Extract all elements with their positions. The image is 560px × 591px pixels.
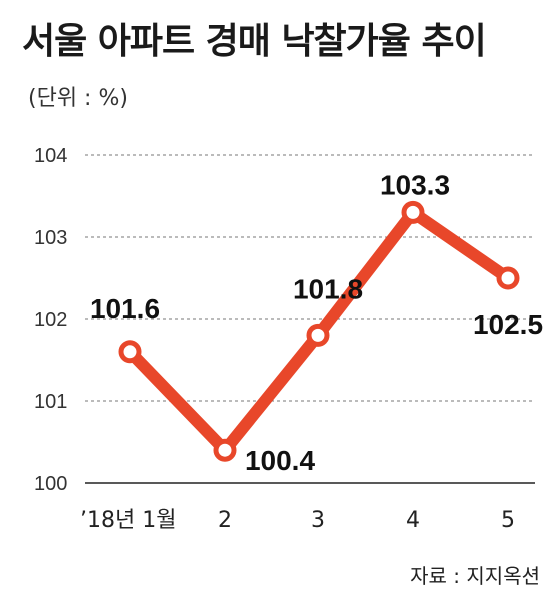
x-tick-label: 3	[311, 508, 325, 533]
x-tick-label: 5	[501, 508, 515, 533]
unit-label: (단위 : %)	[28, 86, 128, 111]
data-labels: 101.6 100.4 101.8 103.3 102.5	[90, 169, 543, 476]
y-tick-labels: 100 101 102 103 104	[34, 145, 67, 495]
data-label: 103.3	[380, 169, 450, 200]
data-label: 102.5	[473, 309, 543, 340]
data-point	[306, 323, 330, 347]
data-points	[118, 200, 520, 462]
x-tick-label: 4	[406, 508, 420, 533]
y-tick-label: 103	[34, 227, 67, 249]
x-tick-label: 2	[218, 508, 232, 533]
grid-lines	[85, 154, 535, 402]
data-point	[213, 438, 237, 462]
y-tick-label: 104	[34, 145, 67, 167]
data-label: 101.8	[293, 273, 363, 304]
data-label: 100.4	[245, 445, 315, 476]
y-tick-label: 102	[34, 309, 67, 331]
x-tick-labels: ’18년 1월 2 3 4 5	[80, 508, 515, 533]
y-tick-label: 100	[34, 473, 67, 495]
data-point	[401, 200, 425, 224]
data-label: 101.6	[90, 293, 160, 324]
source-note: 자료 : 지지옥션	[410, 564, 540, 588]
chart-title: 서울 아파트 경매 낙찰가율 추이	[22, 21, 487, 62]
data-point	[496, 266, 520, 290]
x-tick-label: ’18년 1월	[80, 508, 176, 533]
y-tick-label: 101	[34, 391, 67, 413]
data-point	[118, 340, 142, 364]
